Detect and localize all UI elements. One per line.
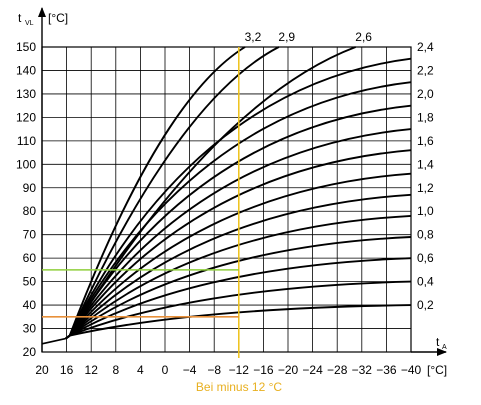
y-tick-label: 30 [23,322,37,336]
y-tick-label: 110 [17,134,36,148]
y-tick-label: 60 [23,251,37,265]
x-tick-label: −36 [376,363,397,377]
right-curve-label: 0,2 [417,298,434,312]
y-tick-label: 120 [16,110,36,124]
right-curve-label: 1,4 [417,157,434,171]
x-tick-label: 16 [60,363,74,377]
x-tick-label: 4 [137,363,144,377]
series-curve-2-9 [65,46,280,340]
series-curve-2-2 [65,81,412,340]
right-curve-label: 1,6 [417,134,434,148]
right-curve-label: 1,0 [417,204,434,218]
x-tick-label: −40 [401,363,422,377]
x-axis-symbol: t [436,335,440,349]
right-curve-label: 2,0 [417,87,434,101]
y-axis-symbol: t [18,11,22,25]
right-curve-label: 0,8 [417,228,434,242]
series-curve-1-0 [65,214,412,340]
x-tick-label: 0 [162,363,169,377]
y-tick-label: 40 [23,298,37,312]
x-tick-label: 20 [35,363,49,377]
series-label: 2,6 [355,30,372,44]
series-curve-3-2 [65,46,246,340]
y-axis-arrow [38,7,46,17]
y-tick-label: 80 [23,204,37,218]
y-axis-unit: [°C] [48,11,68,25]
x-axis-unit: [°C] [427,363,447,377]
pivot-tail [41,337,66,345]
right-curve-label: 0,4 [417,275,434,289]
x-tick-label: −20 [278,363,299,377]
series-curve-1-2 [65,193,412,340]
x-tick-label: 12 [85,363,99,377]
series-curve-1-8 [65,128,412,340]
right-curve-label: 2,4 [417,40,434,54]
x-tick-label: −12 [229,363,250,377]
y-tick-label: 130 [16,87,36,101]
y-tick-label: 50 [23,275,37,289]
y-tick-label: 150 [16,40,36,54]
x-tick-label: −28 [327,363,348,377]
series-curve-2-4 [65,57,412,340]
series-curve-1-4 [65,172,412,340]
right-curve-label: 1,2 [417,181,434,195]
series-curve-1-6 [65,149,412,340]
right-curve-label: 2,2 [417,63,434,77]
y-tick-label: 90 [23,181,37,195]
y-tick-label: 100 [16,157,36,171]
plot-area [41,46,412,353]
right-curve-label: 0,6 [417,251,434,265]
x-tick-label: −16 [253,363,274,377]
series-curve-2-0 [65,104,412,340]
series-label: 3,2 [245,30,262,44]
series-curve-0-8 [65,236,412,340]
series-curve-0-2 [65,304,412,340]
x-tick-label: −8 [207,363,221,377]
series-curve-0-4 [65,280,412,340]
x-tick-label: 8 [112,363,119,377]
x-axis-subscript: A [442,344,447,351]
x-tick-label: −4 [183,363,197,377]
right-curve-label: 1,8 [417,110,434,124]
y-tick-label: 70 [23,228,37,242]
y-tick-label: 140 [16,63,36,77]
series-curve-0-6 [65,257,412,340]
annotation-text: Bei minus 12 °C [196,380,283,394]
y-tick-label: 20 [23,345,37,359]
x-axis-arrow [437,348,447,356]
x-tick-label: −24 [302,363,323,377]
x-tick-label: −32 [352,363,373,377]
series-label: 2,9 [278,30,295,44]
y-axis-subscript: VL [25,20,34,27]
